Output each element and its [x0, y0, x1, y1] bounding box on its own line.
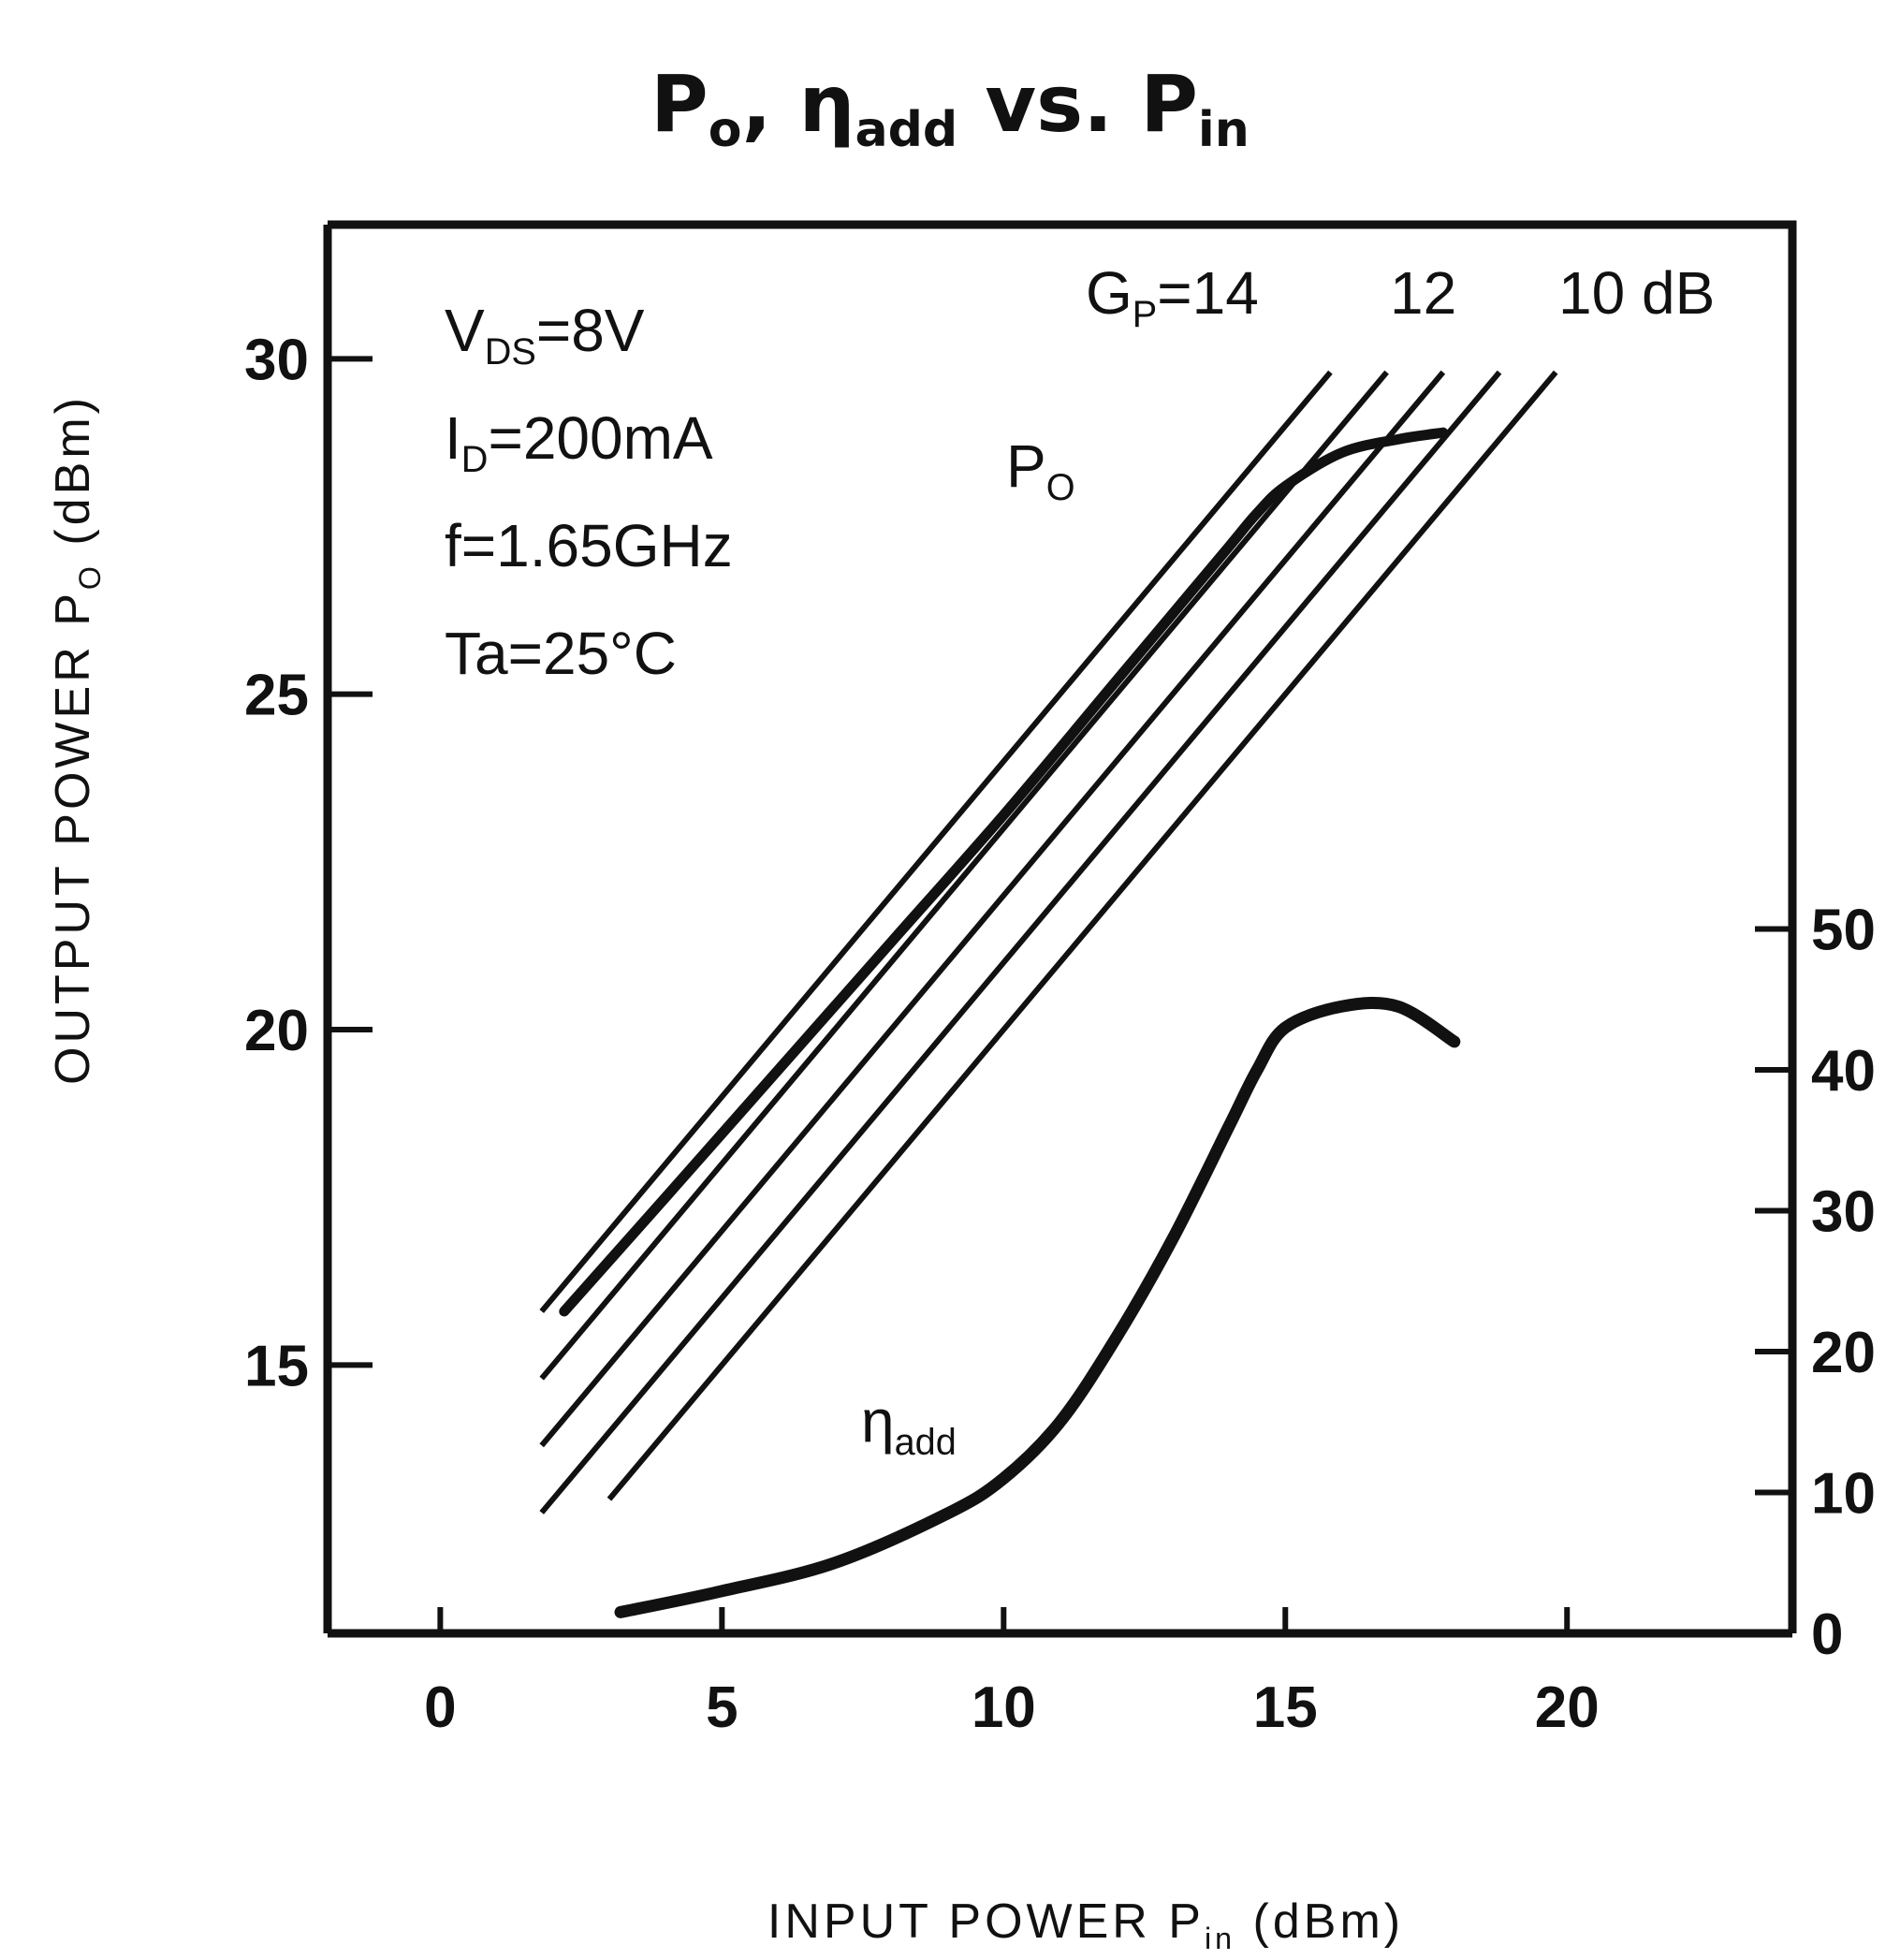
condition-id: ID=200mA: [445, 404, 713, 480]
x-tick-label: 10: [972, 1675, 1036, 1740]
x-tick-label: 15: [1253, 1675, 1318, 1740]
y2-tick-label: 50: [1811, 899, 1876, 963]
gain-line-13: [539, 370, 1389, 1381]
po-curve-label: PO: [1006, 432, 1075, 508]
po-curve: [559, 427, 1449, 1317]
y-ticks: 15 20 25 30: [244, 328, 373, 1398]
gain-lines: [539, 370, 1558, 1514]
x-axis-title: INPUT POWER Pin (dBm): [767, 1894, 1404, 1955]
y-tick-label: 30: [244, 328, 309, 392]
gain-label-mid: 12: [1390, 259, 1456, 327]
y-tick-label: 15: [244, 1334, 309, 1398]
y2-tick-label: 30: [1811, 1180, 1876, 1245]
eta-add-curve: [614, 997, 1461, 1618]
plot-frame: [328, 220, 1797, 1633]
y-tick-label: 25: [244, 664, 309, 728]
x-tick-label: 5: [706, 1675, 738, 1740]
gain-line-11: [539, 370, 1502, 1514]
gain-label: GP=14: [1086, 259, 1259, 335]
gain-line-12: [539, 370, 1446, 1448]
condition-vds: VDS=8V: [445, 297, 645, 373]
x-tick-label: 0: [424, 1675, 456, 1740]
chart-title: Po, ηadd vs. Pin: [650, 58, 1250, 158]
y2-tick-label: 10: [1811, 1462, 1876, 1527]
y-tick-label: 20: [244, 999, 309, 1063]
gain-line-10: [607, 370, 1558, 1501]
gain-line-14: [539, 370, 1333, 1313]
eta-curve-label: ηadd: [861, 1387, 957, 1463]
x-tick-label: 20: [1535, 1675, 1600, 1740]
gain-label-last: 10 dB: [1558, 259, 1715, 327]
condition-ta: Ta=25°C: [445, 620, 677, 687]
condition-freq: f=1.65GHz: [445, 512, 733, 579]
y-axis-title: OUTPUT POWER PO (dBm): [46, 394, 107, 1085]
y2-ticks: 0 10 20 30 40 50: [1755, 899, 1876, 1667]
x-ticks: 0 5 10 15 20: [424, 1607, 1600, 1740]
y2-tick-label: 0: [1811, 1602, 1843, 1667]
y2-tick-label: 20: [1811, 1321, 1876, 1385]
y2-tick-label: 40: [1811, 1039, 1876, 1104]
